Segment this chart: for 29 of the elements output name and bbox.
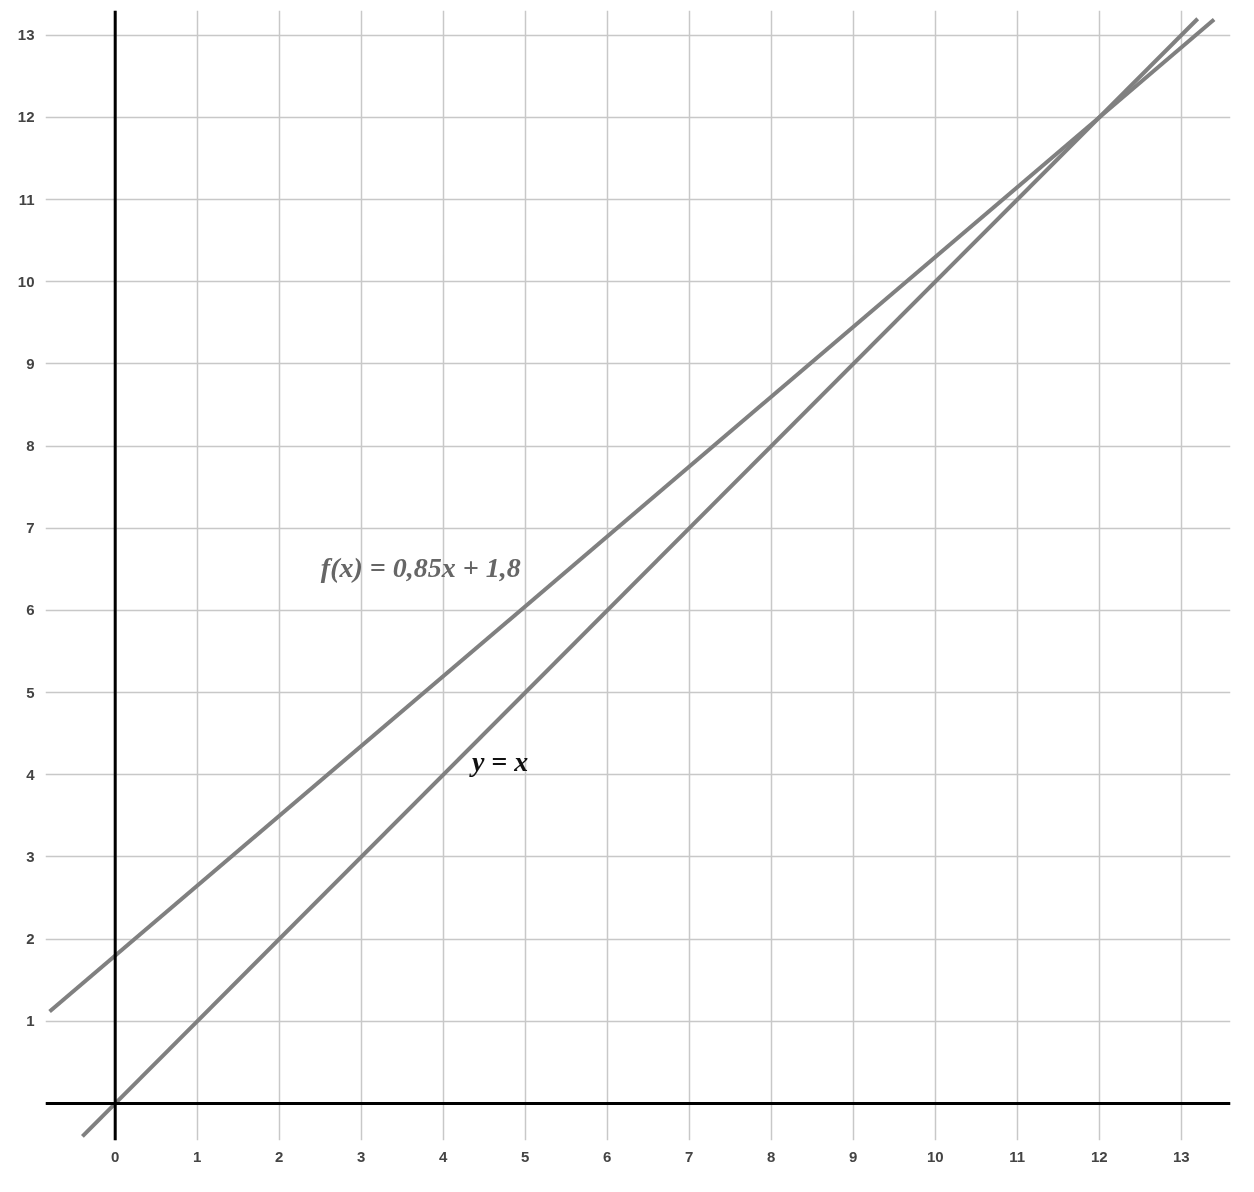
x-tick-label: 5 — [521, 1147, 530, 1165]
x-tick-label: 6 — [603, 1147, 612, 1165]
x-tick-label: 11 — [1009, 1147, 1026, 1165]
x-tick-label: 9 — [849, 1147, 858, 1165]
x-tick-label: 3 — [357, 1147, 366, 1165]
x-tick-label: 1 — [193, 1147, 202, 1165]
y-tick-label: 12 — [17, 108, 35, 126]
y-tick-label: 11 — [18, 190, 35, 208]
y-tick-label: 9 — [26, 354, 35, 372]
x-tick-label: 7 — [685, 1147, 694, 1165]
y-tick-label: 3 — [26, 847, 35, 865]
x-tick-label: 10 — [926, 1147, 944, 1165]
y-tick-label: 5 — [26, 683, 35, 701]
x-tick-label: 4 — [439, 1147, 449, 1165]
y-tick-label: 8 — [26, 437, 35, 455]
x-tick-label: 2 — [275, 1147, 284, 1165]
series-label: y = x — [468, 746, 529, 778]
x-tick-label: 12 — [1090, 1147, 1108, 1165]
y-tick-label: 7 — [26, 519, 35, 537]
x-tick-label: 0 — [111, 1147, 120, 1165]
series-label: f(x) = 0,85x + 1,8 — [320, 551, 521, 583]
x-tick-label: 8 — [767, 1147, 776, 1165]
y-tick-label: 6 — [26, 601, 35, 619]
y-tick-label: 4 — [26, 765, 36, 783]
y-tick-label: 13 — [17, 26, 35, 44]
y-tick-label: 1 — [26, 1012, 35, 1030]
y-tick-label: 2 — [26, 930, 35, 948]
x-tick-label: 13 — [1172, 1147, 1190, 1165]
y-tick-label: 10 — [17, 272, 35, 290]
